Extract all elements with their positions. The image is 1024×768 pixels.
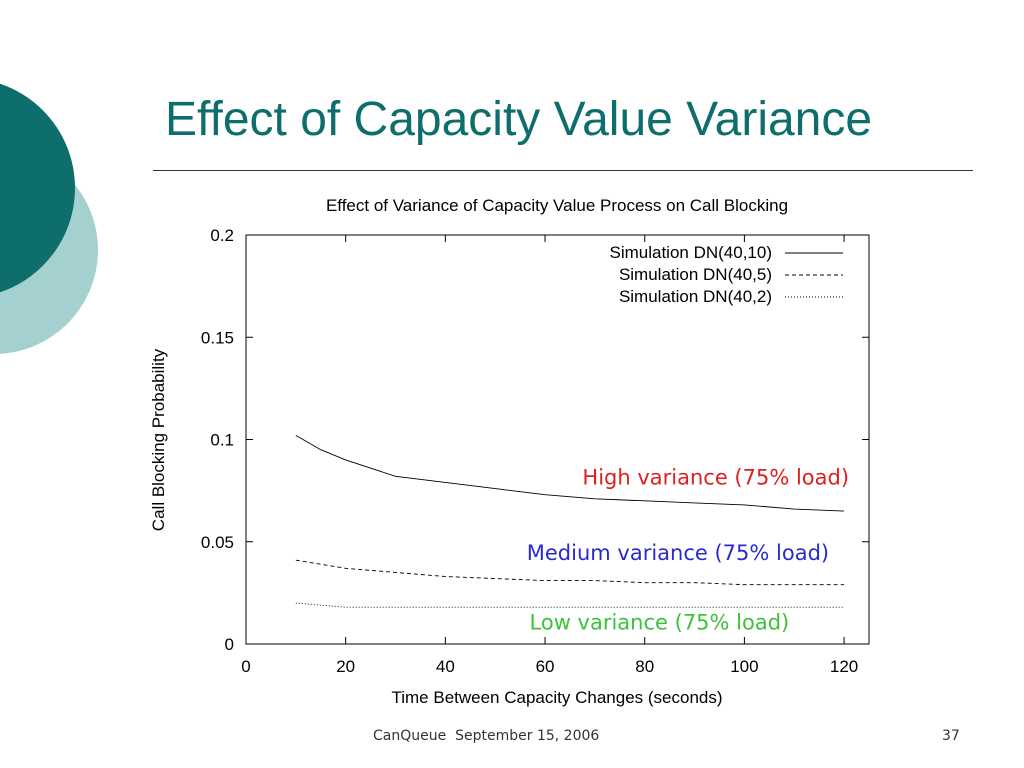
y-tick-label: 0.2 xyxy=(210,226,234,245)
x-tick-label: 100 xyxy=(730,657,758,676)
y-tick-label: 0.15 xyxy=(201,328,234,347)
x-tick-label: 80 xyxy=(635,657,654,676)
y-axis-label: Call Blocking Probability xyxy=(149,348,168,531)
axis-ticks: 0 20 40 60 80 100 120 0 0.05 0.1 0.15 0.2 xyxy=(201,226,869,676)
call-blocking-chart: Effect of Variance of Capacity Value Pro… xyxy=(149,196,870,707)
page-number: 37 xyxy=(942,728,960,744)
x-tick-label: 120 xyxy=(830,657,858,676)
slide-title: Effect of Capacity Value Variance xyxy=(165,93,873,146)
x-tick-label: 60 xyxy=(536,657,555,676)
y-tick-label: 0 xyxy=(225,635,234,654)
x-tick-label: 40 xyxy=(436,657,455,676)
legend-label: Simulation DN(40,10) xyxy=(609,243,772,262)
series-line-2 xyxy=(295,559,845,586)
x-tick-label: 0 xyxy=(241,657,250,676)
plot-area-frame xyxy=(245,234,870,645)
data-series xyxy=(295,435,845,608)
annotation-label: High variance (75% load) xyxy=(582,465,849,489)
y-tick-label: 0.05 xyxy=(201,533,234,552)
annotation-label: Low variance (75% load) xyxy=(530,611,790,635)
chart-title: Effect of Variance of Capacity Value Pro… xyxy=(326,196,788,215)
legend-label: Simulation DN(40,5) xyxy=(619,265,772,284)
legend-label: Simulation DN(40,2) xyxy=(619,287,772,306)
series-line-3 xyxy=(295,602,845,608)
decorative-circles xyxy=(0,83,98,354)
footer-text: CanQueue September 15, 2006 xyxy=(373,728,600,744)
y-tick-label: 0.1 xyxy=(210,431,234,450)
dark-teal-circle xyxy=(0,83,75,293)
title-divider xyxy=(153,170,973,171)
x-tick-label: 20 xyxy=(336,657,355,676)
x-axis-label: Time Between Capacity Changes (seconds) xyxy=(391,688,722,707)
series-line-1 xyxy=(295,435,845,512)
annotation-label: Medium variance (75% load) xyxy=(527,541,829,565)
legend: Simulation DN(40,10) Simulation DN(40,5) S… xyxy=(609,243,843,306)
annotations: High variance (75% load) Medium variance … xyxy=(527,465,849,634)
